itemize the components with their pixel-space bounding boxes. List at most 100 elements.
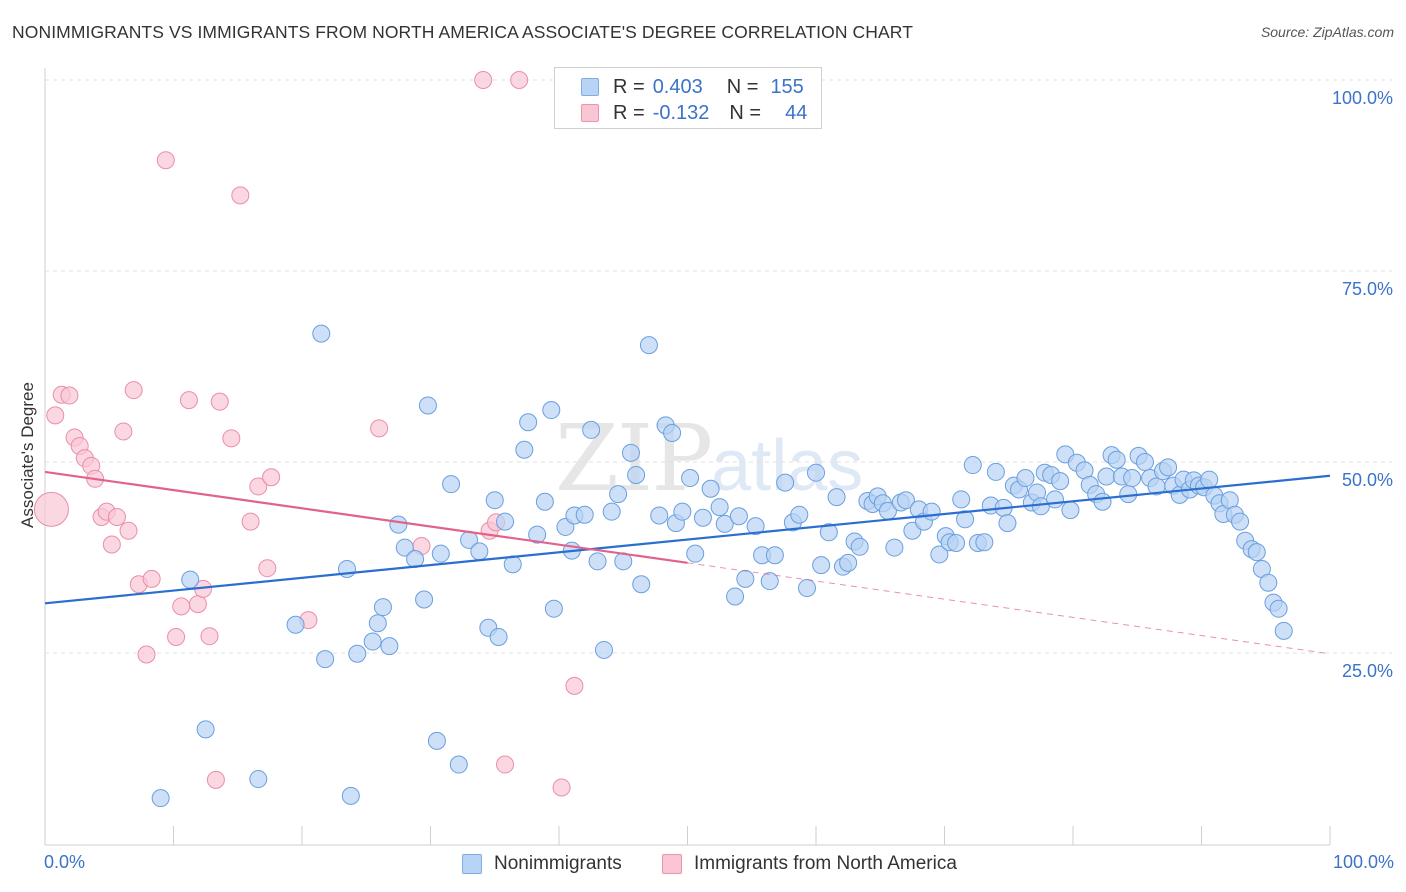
point-immigrants [200,627,219,646]
point-immigrants [210,392,229,411]
y-axis-title: Associate's Degree [18,382,37,528]
point-nonimmigrants [765,546,784,565]
legend-r-label: R = [613,75,645,98]
point-nonimmigrants [470,542,489,561]
point-immigrants [172,597,191,616]
point-immigrants [107,508,126,527]
bottom-legend-swatch-pink [662,854,682,874]
point-nonimmigrants [312,324,331,343]
point-nonimmigrants [582,420,601,439]
point-immigrants [124,381,143,400]
bottom-legend-label-pink: Immigrants from North America [694,853,957,874]
point-immigrants [552,778,571,797]
point-nonimmigrants [1259,573,1278,592]
chart-source: Source: ZipAtlas.com [1260,24,1394,40]
point-nonimmigrants [819,523,838,542]
point-nonimmigrants [1247,543,1266,562]
point-nonimmigrants [1097,467,1116,486]
legend-row-nonimmigrants: R = 0.403 N = 155 [581,74,804,100]
point-immigrants [510,71,529,89]
point-nonimmigrants [701,479,720,498]
point-immigrants [137,645,156,664]
point-immigrants [249,477,268,496]
point-nonimmigrants [956,510,975,529]
point-nonimmigrants [1274,621,1293,640]
y-tick-label: 50.0% [1342,470,1393,490]
point-immigrants [241,512,260,531]
point-nonimmigrants [922,502,941,521]
point-nonimmigrants [790,505,809,524]
point-nonimmigrants [726,587,745,606]
point-nonimmigrants [827,488,846,507]
point-nonimmigrants [286,615,305,634]
point-immigrants [262,468,281,487]
point-nonimmigrants [1135,453,1154,471]
point-nonimmigrants [1231,512,1250,531]
grid-lines [45,79,1392,654]
point-nonimmigrants [746,517,765,536]
point-nonimmigrants [389,515,408,534]
trend-line-immigrants-extrapolated [687,562,1331,655]
legend-r-value: 0.403 [652,75,703,98]
point-immigrants [188,595,207,614]
bottom-legend-nonimmigrants: Nonimmigrants [462,852,622,876]
point-immigrants [222,429,241,448]
point-nonimmigrants [519,413,538,432]
point-nonimmigrants [963,456,982,475]
point-nonimmigrants [693,508,712,527]
trend-lines [44,470,1331,655]
chart-title: NONIMMIGRANTS VS IMMIGRANTS FROM NORTH A… [12,22,913,42]
point-nonimmigrants [1093,492,1112,511]
point-nonimmigrants [885,538,904,557]
point-nonimmigrants [609,485,628,504]
point-nonimmigrants [627,465,646,484]
point-nonimmigrants [621,443,640,462]
point-nonimmigrants [1123,469,1142,488]
point-nonimmigrants [196,720,215,739]
point-nonimmigrants [986,462,1005,481]
point-immigrants [102,535,121,554]
point-nonimmigrants [341,786,360,805]
legend-n-label: N = [729,101,762,124]
point-nonimmigrants [535,492,554,511]
legend-n-value: 44 [785,101,808,124]
point-immigrants [179,391,198,410]
point-nonimmigrants [1200,470,1219,489]
point-nonimmigrants [395,538,414,557]
point-nonimmigrants [736,569,755,588]
point-nonimmigrants [542,401,561,420]
point-nonimmigrants [729,507,748,526]
point-nonimmigrants [151,789,170,808]
trend-line-nonimmigrants [44,474,1331,605]
point-nonimmigrants [515,440,534,459]
point-immigrants [565,676,584,695]
point-nonimmigrants [380,637,399,656]
point-nonimmigrants [442,475,461,494]
legend-row-immigrants: R = -0.132 N = 44 [581,100,807,126]
point-nonimmigrants [496,512,515,531]
legend-n-value: 155 [770,75,804,98]
point-nonimmigrants [760,572,779,591]
point-nonimmigrants [588,552,607,571]
bottom-legend-swatch-blue [462,854,482,874]
bottom-legend-immigrants: Immigrants from North America [662,852,957,876]
point-nonimmigrants [1107,450,1126,469]
point-nonimmigrants [998,514,1017,533]
point-nonimmigrants [363,632,382,651]
point-immigrants [370,419,389,438]
point-immigrants [119,521,138,540]
y-tick-label: 100.0% [1332,88,1393,108]
point-nonimmigrants [485,491,504,510]
point-nonimmigrants [650,506,669,525]
point-nonimmigrants [528,525,547,544]
x-axis [44,68,1331,846]
point-nonimmigrants [1061,501,1080,520]
point-nonimmigrants [181,570,200,589]
point-nonimmigrants [807,463,825,482]
point-immigrants [142,569,161,588]
point-nonimmigrants [415,590,434,609]
point-nonimmigrants [798,579,817,598]
point-nonimmigrants [930,545,949,564]
point-nonimmigrants [663,423,682,442]
